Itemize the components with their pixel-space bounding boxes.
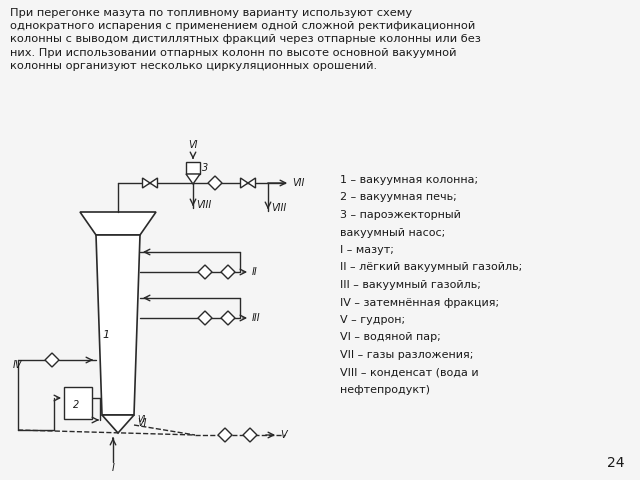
- Text: II – лёгкий вакуумный газойль;: II – лёгкий вакуумный газойль;: [340, 263, 522, 273]
- Text: III: III: [252, 313, 260, 323]
- Text: VIII – конденсат (вода и: VIII – конденсат (вода и: [340, 368, 479, 377]
- Text: 1: 1: [102, 330, 109, 340]
- Text: IV: IV: [13, 360, 22, 370]
- Text: V: V: [280, 430, 287, 440]
- Text: 2: 2: [73, 400, 79, 410]
- Text: 1 – вакуумная колонна;: 1 – вакуумная колонна;: [340, 175, 478, 185]
- Polygon shape: [96, 235, 140, 415]
- Text: VII: VII: [292, 178, 305, 188]
- Polygon shape: [198, 311, 212, 325]
- Text: 24: 24: [607, 456, 625, 470]
- Text: III – вакуумный газойль;: III – вакуумный газойль;: [340, 280, 481, 290]
- Polygon shape: [221, 265, 235, 279]
- Text: VI – водяной пар;: VI – водяной пар;: [340, 333, 441, 343]
- Text: I: I: [111, 463, 115, 473]
- Text: IV – затемнённая фракция;: IV – затемнённая фракция;: [340, 298, 499, 308]
- Polygon shape: [243, 428, 257, 442]
- Text: VI: VI: [188, 140, 198, 150]
- Text: 2 – вакуумная печь;: 2 – вакуумная печь;: [340, 192, 457, 203]
- Polygon shape: [208, 176, 222, 190]
- Bar: [186, 162, 200, 174]
- Text: VI: VI: [137, 416, 145, 424]
- Text: V – гудрон;: V – гудрон;: [340, 315, 405, 325]
- Text: I – мазут;: I – мазут;: [340, 245, 394, 255]
- Polygon shape: [143, 178, 157, 188]
- Text: VII – газы разложения;: VII – газы разложения;: [340, 350, 474, 360]
- Text: VI: VI: [137, 418, 147, 428]
- Text: нефтепродукт): нефтепродукт): [340, 385, 430, 395]
- Polygon shape: [102, 415, 134, 433]
- Text: II: II: [252, 267, 258, 277]
- Text: вакуумный насос;: вакуумный насос;: [340, 228, 445, 238]
- Polygon shape: [221, 311, 235, 325]
- Polygon shape: [80, 212, 156, 235]
- Text: VIII: VIII: [271, 203, 286, 213]
- Polygon shape: [198, 265, 212, 279]
- Text: 3: 3: [202, 163, 208, 173]
- Polygon shape: [186, 174, 200, 184]
- Text: VIII: VIII: [196, 200, 211, 210]
- Polygon shape: [241, 178, 255, 188]
- Text: 3 – пароэжекторный: 3 – пароэжекторный: [340, 210, 461, 220]
- Text: При перегонке мазута по топливному варианту используют схему
однократного испаре: При перегонке мазута по топливному вариа…: [10, 8, 481, 71]
- Polygon shape: [218, 428, 232, 442]
- Bar: [64, 387, 92, 419]
- Polygon shape: [45, 353, 59, 367]
